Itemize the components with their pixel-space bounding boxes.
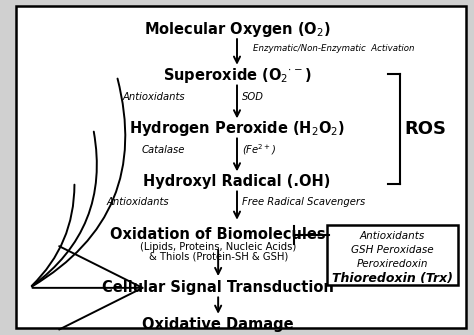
Text: Thioredoxin (Trx): Thioredoxin (Trx): [332, 272, 453, 285]
Text: GSH Peroxidase: GSH Peroxidase: [351, 245, 434, 255]
FancyArrowPatch shape: [32, 132, 97, 286]
Text: ROS: ROS: [404, 120, 447, 138]
Text: Antioxidants: Antioxidants: [123, 92, 185, 102]
Text: Antioxidants: Antioxidants: [360, 231, 425, 241]
Text: (Fe$^{2+}$): (Fe$^{2+}$): [242, 142, 276, 157]
FancyBboxPatch shape: [327, 225, 458, 285]
FancyArrowPatch shape: [32, 185, 74, 286]
Text: Enzymatic/Non-Enzymatic  Activation: Enzymatic/Non-Enzymatic Activation: [254, 44, 415, 53]
Text: Free Radical Scavengers: Free Radical Scavengers: [242, 197, 365, 207]
Text: Peroxiredoxin: Peroxiredoxin: [357, 259, 428, 269]
Text: Cellular Signal Transduction: Cellular Signal Transduction: [102, 280, 334, 295]
Text: Oxidation of Biomolecules: Oxidation of Biomolecules: [110, 227, 326, 242]
FancyArrowPatch shape: [32, 79, 125, 286]
Text: Molecular Oxygen (O$_2$): Molecular Oxygen (O$_2$): [144, 20, 330, 39]
Text: Catalase: Catalase: [142, 145, 185, 155]
Text: & Thiols (Protein-SH & GSH): & Thiols (Protein-SH & GSH): [148, 251, 288, 261]
Text: Antioxidants: Antioxidants: [106, 197, 169, 207]
Text: SOD: SOD: [242, 92, 264, 102]
FancyArrowPatch shape: [32, 246, 143, 330]
Text: Hydroxyl Radical (.OH): Hydroxyl Radical (.OH): [143, 175, 331, 189]
Text: Oxidative Damage: Oxidative Damage: [142, 317, 294, 332]
Text: Superoxide (O$_2$$^{\cdot-}$): Superoxide (O$_2$$^{\cdot-}$): [163, 66, 311, 85]
Text: Hydrogen Peroxide (H$_2$O$_2$): Hydrogen Peroxide (H$_2$O$_2$): [129, 119, 345, 138]
FancyBboxPatch shape: [16, 6, 465, 328]
Text: (Lipids, Proteins, Nucleic Acids): (Lipids, Proteins, Nucleic Acids): [140, 242, 296, 252]
